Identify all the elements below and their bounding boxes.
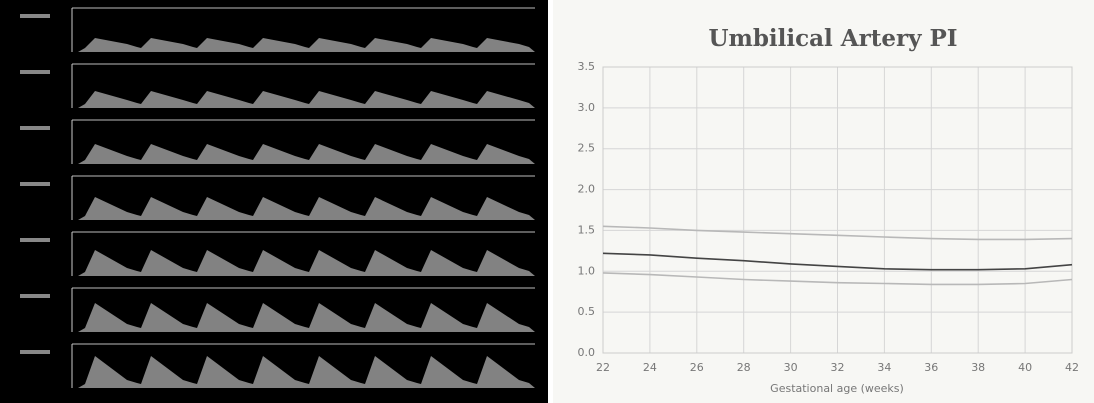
strip-label [20, 70, 50, 74]
doppler-waveforms [20, 7, 535, 388]
line-series [602, 225, 1073, 241]
x-tick-label: 40 [1018, 361, 1032, 374]
x-tick-label: 34 [877, 361, 891, 374]
doppler-image [0, 0, 548, 403]
y-tick-label: 0.5 [578, 305, 596, 318]
line-series [602, 272, 1073, 286]
waveform [78, 250, 535, 276]
x-tick-label: 32 [831, 361, 845, 374]
strip-label [20, 14, 50, 18]
y-tick-label: 1.0 [578, 264, 596, 277]
strip-label [20, 126, 50, 130]
x-tick-label: 28 [737, 361, 751, 374]
waveform [78, 197, 535, 220]
strip-label [20, 350, 50, 354]
x-tick-label: 26 [690, 361, 704, 374]
x-tick-label: 30 [784, 361, 798, 374]
plot-frame [602, 66, 1073, 354]
waveform [78, 356, 535, 388]
waveform [78, 91, 535, 108]
y-tick-label: 0.0 [578, 346, 596, 359]
x-tick-label: 24 [643, 361, 657, 374]
x-tick-label: 36 [924, 361, 938, 374]
x-tick-label: 42 [1065, 361, 1079, 374]
x-tick-label: 22 [596, 361, 610, 374]
strip-label [20, 238, 50, 242]
waveform [78, 303, 535, 332]
x-axis-label: Gestational age (weeks) [770, 382, 904, 395]
y-tick-label: 1.5 [578, 223, 596, 236]
chart-title: Umbilical Artery PI [708, 25, 957, 52]
waveform [78, 38, 535, 52]
strip-label [20, 294, 50, 298]
y-tick-label: 2.5 [578, 142, 596, 155]
y-tick-label: 3.5 [578, 60, 596, 73]
line-series [602, 252, 1073, 271]
strip-label [20, 182, 50, 186]
y-tick-label: 2.0 [578, 183, 596, 196]
y-tick-label: 3.0 [578, 101, 596, 114]
x-tick-label: 38 [971, 361, 985, 374]
chart-panel [553, 0, 1094, 403]
waveform [78, 144, 535, 164]
